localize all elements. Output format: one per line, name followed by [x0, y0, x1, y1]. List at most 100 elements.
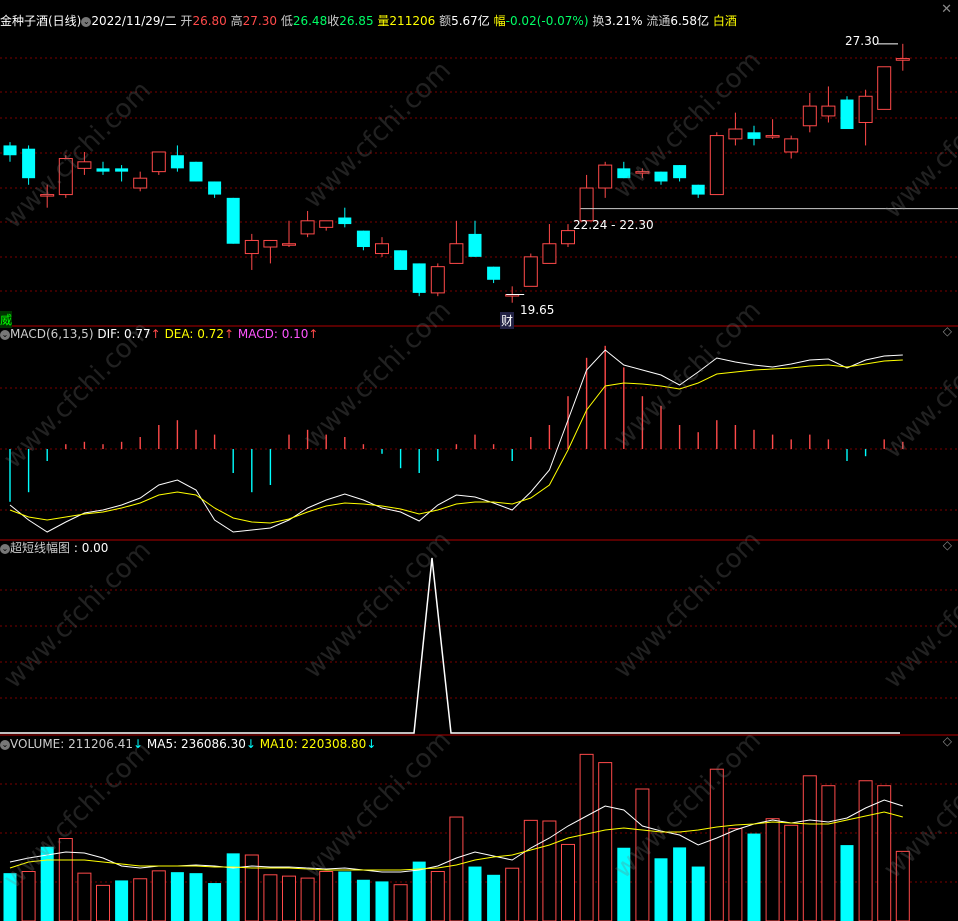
volume-bar: [542, 820, 557, 921]
price-candles: [3, 43, 958, 303]
chevron-down-icon[interactable]: ⌄: [0, 543, 10, 554]
candle-body: [3, 145, 17, 156]
volume-ma5: MA5: 236086.30: [146, 737, 246, 751]
volume-bar: [691, 866, 705, 921]
volume-bar: [598, 762, 613, 921]
candle-body: [115, 168, 129, 172]
candle-body: [635, 171, 650, 174]
quote-header: 金种子酒(日线) ⌄ 2022/11/29/二 开26.80 高27.30 低26.…: [0, 14, 737, 28]
ultra-value: : 0.00: [73, 541, 109, 555]
candle-body: [58, 158, 73, 196]
dea-line: [9, 359, 903, 524]
high-value: 27.30: [242, 14, 277, 28]
macd-value: MACD: 0.10: [237, 327, 309, 341]
chevron-down-icon[interactable]: ⌄: [81, 16, 92, 27]
ultra-short-line: [0, 557, 900, 734]
candle-body: [226, 197, 240, 244]
candle-body: [542, 243, 557, 264]
cai-tag[interactable]: 财: [500, 312, 515, 329]
volume-bar: [170, 872, 184, 921]
wei-tag[interactable]: 威: [0, 311, 13, 328]
volume-bar: [617, 847, 631, 921]
ma10-line: [9, 811, 903, 871]
candle-body: [747, 132, 761, 139]
volume-bar: [523, 819, 538, 921]
volume-bar: [840, 845, 854, 921]
candle-body: [375, 243, 389, 255]
volume-bar: [77, 872, 92, 921]
date: 2022/11/29/二: [91, 14, 177, 28]
volume-bar: [877, 785, 892, 921]
volume-bar: [487, 874, 501, 921]
volume-ma10: MA10: 220308.80: [259, 737, 367, 751]
volume-bar: [356, 879, 370, 921]
candle-body: [802, 105, 817, 127]
volume-bar: [208, 883, 222, 921]
diamond-icon[interactable]: ◇: [942, 734, 952, 748]
volume-bar: [151, 870, 166, 921]
candle-body: [394, 250, 408, 270]
volume-ma-lines: [9, 799, 903, 873]
candle-body: [244, 239, 259, 255]
candle-body: [765, 135, 780, 138]
candle-body: [523, 256, 538, 287]
sector-tag[interactable]: 白酒: [712, 14, 737, 28]
stock-title[interactable]: 金种子酒(日线): [0, 14, 82, 28]
range-mark-label: 22.24 - 22.30: [573, 218, 654, 232]
macd-histogram: [9, 345, 904, 502]
ultra-line: [0, 557, 900, 734]
volume-bar: [40, 846, 54, 921]
candle-body: [356, 230, 370, 248]
candle-body: [617, 168, 631, 179]
open-value: 26.80: [192, 14, 227, 28]
volume-bar: [430, 871, 445, 921]
candle-body: [151, 151, 166, 173]
low-mark-label: 19.65: [520, 303, 555, 317]
volume-bar: [728, 828, 743, 921]
volume-bar: [635, 788, 650, 921]
macd-dea: DEA: 0.72: [164, 327, 224, 341]
volume-bar: [709, 768, 724, 921]
candle-body: [895, 58, 910, 61]
candle-body: [840, 99, 854, 130]
change-value: -0.02(-0.07%): [505, 14, 589, 28]
candle-body: [22, 148, 36, 179]
candle-body: [300, 220, 315, 235]
diamond-icon[interactable]: ◇: [942, 538, 952, 552]
macd-dif: DIF: 0.77: [97, 327, 151, 341]
volume-bar: [747, 833, 761, 921]
volume-bar: [3, 873, 17, 921]
ultra-title: 超短线幅图: [10, 541, 71, 555]
volume-bar: [579, 753, 594, 921]
volume-bar: [784, 824, 799, 921]
volume-bar: [673, 847, 687, 921]
volume-bar: [821, 785, 836, 921]
volume-bar: [282, 875, 296, 921]
candle-body: [673, 165, 687, 179]
close-value: 26.85: [339, 14, 374, 28]
candle-body: [487, 266, 501, 280]
candle-body: [821, 105, 836, 117]
candle-body: [189, 161, 203, 182]
chevron-down-icon[interactable]: ⌄: [0, 739, 10, 750]
candle-body: [654, 171, 668, 182]
high-mark-label: 27.30: [845, 34, 880, 48]
volume-bar: [412, 861, 426, 921]
volume-bar: [58, 838, 73, 921]
volume-bar: [133, 878, 148, 921]
diamond-icon[interactable]: ◇: [942, 324, 952, 338]
candle-body: [449, 243, 464, 264]
candle-body: [263, 239, 278, 248]
candle-body: [96, 168, 110, 172]
close-window-icon[interactable]: ✕: [941, 2, 952, 17]
volume-bar: [895, 850, 910, 921]
candle-body: [691, 184, 705, 195]
volume-bars: [3, 753, 910, 921]
chevron-down-icon[interactable]: ⌄: [0, 329, 10, 340]
candle-body: [728, 128, 743, 140]
volume-bar: [189, 873, 203, 921]
volume-bar: [300, 877, 315, 921]
volume-bar: [263, 874, 278, 921]
low-value: 26.48: [292, 14, 328, 28]
